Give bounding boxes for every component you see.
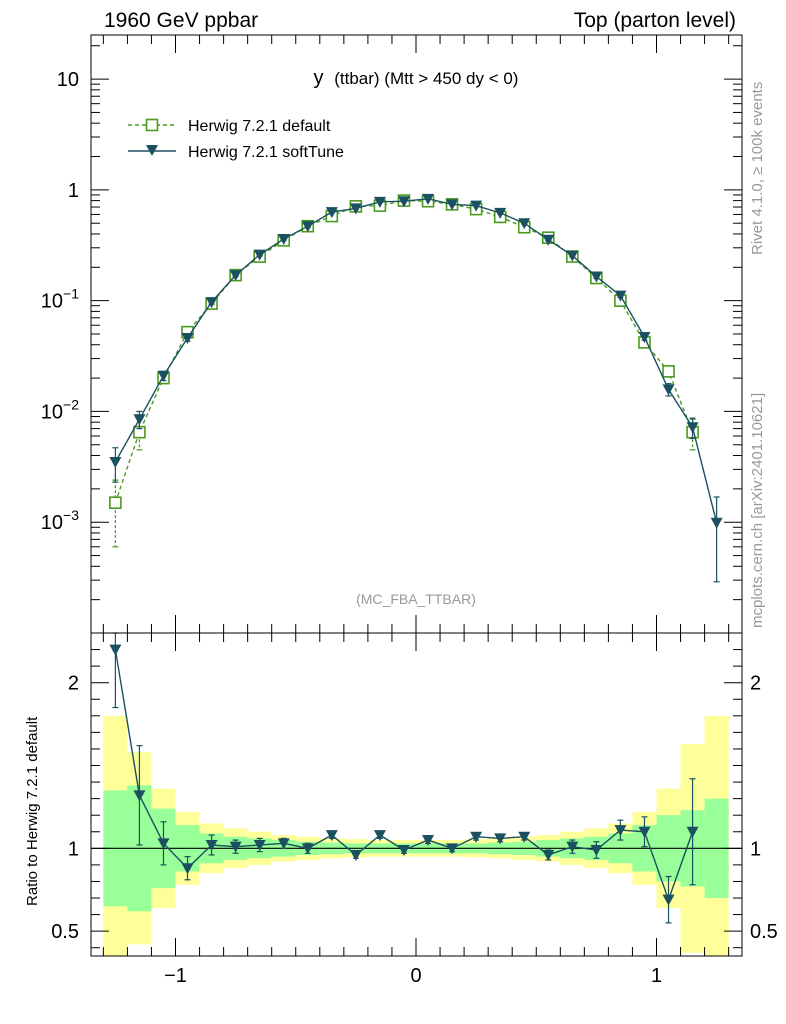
data-point-default [109,496,122,510]
ratio-y-tick-label: 0.5 [51,921,79,943]
plot-title-main: y [314,67,324,89]
data-point-softtune [590,271,603,283]
data-point-softtune [277,234,290,246]
ratio-point [277,838,290,850]
ratio-point [397,844,410,856]
main-y-tick-label-base: 10 [41,291,63,313]
main-y-tick-label: 10−1 [41,286,79,313]
ratio-y-tick-label: 2 [68,673,79,695]
data-point-softtune [638,331,651,343]
header-left: 1960 GeV ppbar [104,9,258,32]
x-tick-label: 1 [651,965,662,987]
data-point-softtune [710,517,723,529]
ratio-point [349,849,362,861]
data-point-softtune [109,456,122,468]
ratio-y-axis-label: Ratio to Herwig 7.2.1 default [24,716,41,906]
plot-title-rest: (ttbar) (Mtt > 450 dy < 0) [334,69,518,88]
main-y-tick-label-base: 10 [41,401,63,423]
main-y-tick-label: 10−2 [41,396,79,423]
legend-marker-default [145,118,159,132]
ratio-point [229,841,242,853]
data-point-softtune [181,333,194,345]
ratio-point [542,849,555,861]
ratio-point [109,644,122,656]
main-y-tick-label-exp: −2 [63,396,79,412]
ratio-point [470,831,483,843]
data-point-softtune [325,207,338,219]
data-point-softtune [349,203,362,215]
data-point-softtune [422,193,435,205]
main-y-tick-label-exp: −1 [63,286,79,302]
plot-title: y (ttbar) (Mtt > 450 dy < 0) [314,67,519,89]
ratio-point [494,833,507,845]
ratio-series-layer [109,632,699,924]
series-line-softtune [114,198,718,523]
ratio-point [638,826,651,838]
data-point-softtune [686,422,699,434]
ratio-point [253,840,266,852]
data-point-softtune [542,234,555,246]
ratio-point [518,831,531,843]
main-y-tick-label: 10 [57,69,79,91]
ratio-point [446,843,459,855]
main-y-tick-label: 1 [68,180,79,202]
data-point-softtune [205,297,218,309]
legend-label-softtune: Herwig 7.2.1 softTune [188,144,344,161]
ratio-plot-frame [90,632,743,957]
ratio-point [181,863,194,875]
data-point-softtune [614,290,627,302]
ratio-point [686,826,699,838]
x-tick-label: 0 [410,965,421,987]
ratio-point [590,844,603,856]
main-series-layer [109,193,723,583]
analysis-label: (MC_FBA_TTBAR) [356,591,476,607]
mcplots-label: mcplots.cern.ch [arXiv:2401.10621] [749,393,766,628]
main-y-tick-label: 10−3 [41,507,79,534]
main-y-tick-label-base: 10 [41,512,63,534]
ratio-point [157,838,170,850]
rivet-label: Rivet 4.1.0, ≥ 100k events [749,82,766,255]
ratio-point [422,835,435,847]
ratio-point [133,790,146,802]
data-point-softtune [229,270,242,282]
legend: Herwig 7.2.1 default Herwig 7.2.1 softTu… [128,118,344,161]
data-point-softtune [373,196,386,208]
ratio-point [205,840,218,852]
data-point-softtune [494,207,507,219]
data-point-softtune [662,384,675,396]
ratio-point [373,830,386,842]
ratio-band-layer [103,715,729,956]
main-y-tick-label-exp: −3 [63,507,79,523]
data-point-softtune [566,250,579,262]
x-tick-label: −1 [164,965,187,987]
data-point-softtune [253,249,266,261]
header-right: Top (parton level) [574,9,736,32]
ratio-y-tick-label-right: 2 [750,673,761,695]
data-point-softtune [133,414,146,426]
data-point-softtune [301,221,314,233]
data-point-softtune [470,200,483,212]
data-point-softtune [157,370,170,382]
ratio-point [566,841,579,853]
series-line-default [114,199,694,503]
ratio-y-tick-label-right: 1 [750,838,761,860]
data-point-softtune [397,196,410,208]
data-point-default [662,365,675,378]
ratio-point [614,825,627,837]
ratio-y-tick-label: 1 [68,838,79,860]
legend-marker-softtune [146,145,158,156]
data-point-softtune [518,218,531,230]
ratio-point [301,843,314,855]
ratio-y-tick-label-right: 0.5 [750,921,778,943]
ratio-point [325,830,338,842]
legend-label-default: Herwig 7.2.1 default [188,118,331,135]
ratio-point [662,894,675,906]
data-point-softtune [446,199,459,211]
